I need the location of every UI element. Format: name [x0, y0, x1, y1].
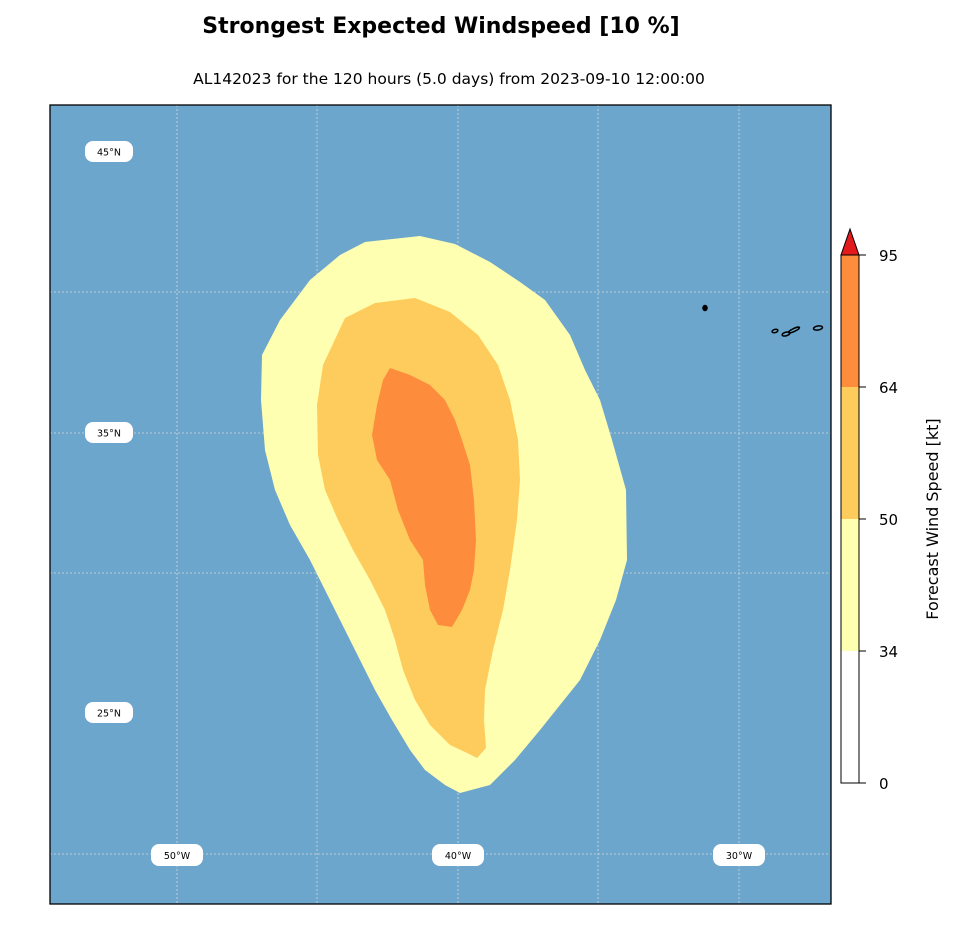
- colorbar-tick-64: 64: [879, 379, 898, 397]
- colorbar-band-34-50: [841, 519, 859, 651]
- latitude-labels: 45°N 35°N 25°N: [85, 141, 133, 723]
- islands-azores: [702, 304, 824, 337]
- colorbar: 0 34 50 64 95 Forecast Wind Speed [kt]: [840, 227, 942, 793]
- colorbar-band-64-95: [841, 255, 859, 387]
- lat-label-25n: 25°N: [97, 709, 121, 720]
- lon-label-30w: 30°W: [726, 851, 753, 862]
- colorbar-band-50-64: [841, 387, 859, 519]
- lon-label-40w: 40°W: [445, 851, 472, 862]
- chart-subtitle: AL142023 for the 120 hours (5.0 days) fr…: [193, 70, 705, 88]
- chart-title: Strongest Expected Windspeed [10 %]: [202, 14, 680, 39]
- map-frame: [49, 104, 832, 905]
- colorbar-extend-arrow: [840, 227, 860, 256]
- colorbar-tick-50: 50: [879, 511, 898, 529]
- lon-label-50w: 50°W: [164, 851, 191, 862]
- colorbar-tick-0: 0: [879, 775, 889, 793]
- colorbar-label: Forecast Wind Speed [kt]: [923, 418, 942, 619]
- lat-label-35n: 35°N: [97, 429, 121, 440]
- colorbar-tick-34: 34: [879, 643, 898, 661]
- lat-label-45n: 45°N: [97, 148, 121, 159]
- longitude-labels: 50°W 40°W 30°W: [151, 844, 765, 866]
- colorbar-tick-95: 95: [879, 247, 898, 265]
- colorbar-band-0-34: [841, 651, 859, 783]
- contour-64kt: [372, 368, 476, 627]
